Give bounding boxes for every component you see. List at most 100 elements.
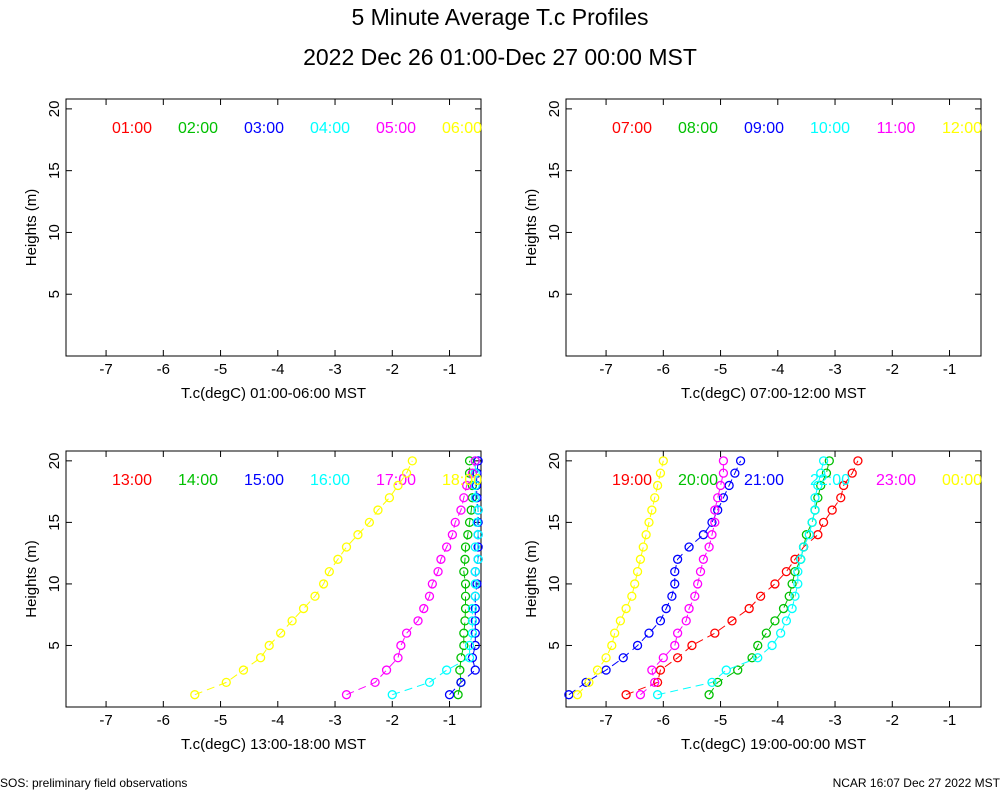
- data-point: [838, 480, 849, 491]
- legend-entry: 22:00: [810, 472, 850, 489]
- data-point: [310, 591, 320, 601]
- data-point: [470, 493, 480, 503]
- data-point: [467, 468, 478, 478]
- legend-entry: 07:00: [612, 120, 652, 137]
- data-point: [670, 566, 680, 577]
- data-point: [632, 566, 643, 577]
- data-point: [713, 493, 723, 503]
- data-point: [707, 517, 717, 528]
- x-tick-label: -7: [99, 361, 112, 378]
- x-axis-label: T.c(degC) 13:00-18:00 MST: [181, 736, 366, 753]
- legend-entry: 04:00: [310, 120, 350, 137]
- x-tick-label: -7: [599, 712, 612, 729]
- series-line: [640, 460, 724, 696]
- chart-panel-2: -7 -6 -5 -4 -3 -2 -1 5 10 15 20 T.c(degC) 07:00-12:…: [523, 98, 982, 402]
- data-point: [436, 554, 446, 564]
- data-point: [470, 566, 480, 577]
- data-point: [470, 542, 480, 552]
- series-line: [568, 460, 742, 696]
- y-axis-label: Heights (m): [523, 540, 540, 618]
- data-point: [341, 690, 352, 700]
- series-line: [392, 460, 479, 696]
- legend-entry: 12:00: [942, 120, 982, 137]
- data-point: [433, 566, 443, 577]
- data-point: [710, 505, 720, 515]
- data-point: [615, 616, 626, 626]
- data-point: [650, 493, 660, 503]
- x-tick-label: -6: [157, 712, 170, 729]
- figure-subtitle: 2022 Dec 26 01:00-Dec 27 00:00 MST: [303, 44, 697, 70]
- data-point: [816, 468, 826, 478]
- plot-frame: [565, 98, 982, 357]
- data-point: [464, 640, 475, 651]
- data-point: [661, 603, 671, 614]
- data-point: [276, 628, 286, 638]
- y-axis-label: Heights (m): [23, 189, 40, 267]
- data-point: [718, 468, 729, 478]
- data-point: [650, 677, 660, 688]
- data-point: [460, 591, 471, 601]
- data-point: [735, 456, 746, 466]
- data-point: [684, 542, 694, 552]
- data-point: [459, 566, 469, 577]
- y-tick-label: 20: [46, 453, 63, 470]
- data-point: [672, 554, 683, 564]
- data-point: [781, 616, 792, 626]
- data-point: [467, 653, 478, 663]
- x-tick-label: -3: [328, 712, 341, 729]
- y-tick-label: 20: [546, 453, 563, 470]
- data-point: [827, 505, 837, 515]
- legend-entry: 16:00: [310, 472, 350, 489]
- data-point: [373, 505, 383, 515]
- data-point: [460, 542, 471, 552]
- data-point: [695, 566, 706, 577]
- data-point: [730, 468, 740, 478]
- legend-entry: 23:00: [876, 472, 916, 489]
- data-point: [627, 591, 637, 601]
- data-point: [442, 665, 452, 675]
- data-point: [647, 505, 657, 515]
- data-point: [463, 530, 473, 540]
- data-point: [807, 517, 817, 528]
- data-point: [787, 603, 797, 614]
- data-point: [672, 653, 683, 663]
- data-point: [704, 542, 714, 552]
- data-point: [353, 530, 363, 540]
- data-point: [473, 554, 483, 564]
- data-point: [621, 603, 631, 614]
- data-point: [467, 603, 478, 614]
- data-point: [655, 468, 666, 478]
- data-point: [470, 616, 480, 626]
- data-point: [470, 579, 480, 589]
- data-point: [635, 690, 646, 700]
- x-tick-label: -5: [714, 712, 727, 729]
- data-point: [584, 677, 594, 688]
- y-tick-label: 10: [46, 576, 63, 593]
- series-line: [625, 460, 859, 696]
- x-tick-label: -4: [271, 712, 284, 729]
- legend-entry: 05:00: [376, 120, 416, 137]
- legend-entry: 06:00: [442, 120, 482, 137]
- x-axis-label: T.c(degC) 19:00-00:00 MST: [681, 736, 866, 753]
- data-point: [190, 690, 200, 700]
- data-point: [718, 493, 729, 503]
- data-point: [801, 530, 812, 540]
- data-point: [770, 616, 780, 626]
- data-point: [424, 677, 435, 688]
- x-tick-label: -4: [271, 361, 284, 378]
- data-point: [632, 640, 643, 651]
- chart-panel-1: -7 -6 -5 -4 -3 -2 -1 5 10 15 20 T.c(degC) 01:00-06:…: [23, 98, 482, 402]
- x-tick-label: -2: [386, 361, 399, 378]
- data-point: [687, 640, 697, 651]
- legend-entry: 08:00: [678, 120, 718, 137]
- data-point: [718, 456, 729, 466]
- data-point: [644, 628, 654, 638]
- data-point: [790, 591, 800, 601]
- data-point: [470, 456, 480, 466]
- legend-entry: 20:00: [678, 472, 718, 489]
- data-point: [381, 665, 392, 675]
- data-point: [821, 468, 832, 478]
- legend-entry: 01:00: [112, 120, 152, 137]
- data-point: [630, 579, 640, 589]
- data-point: [672, 628, 683, 638]
